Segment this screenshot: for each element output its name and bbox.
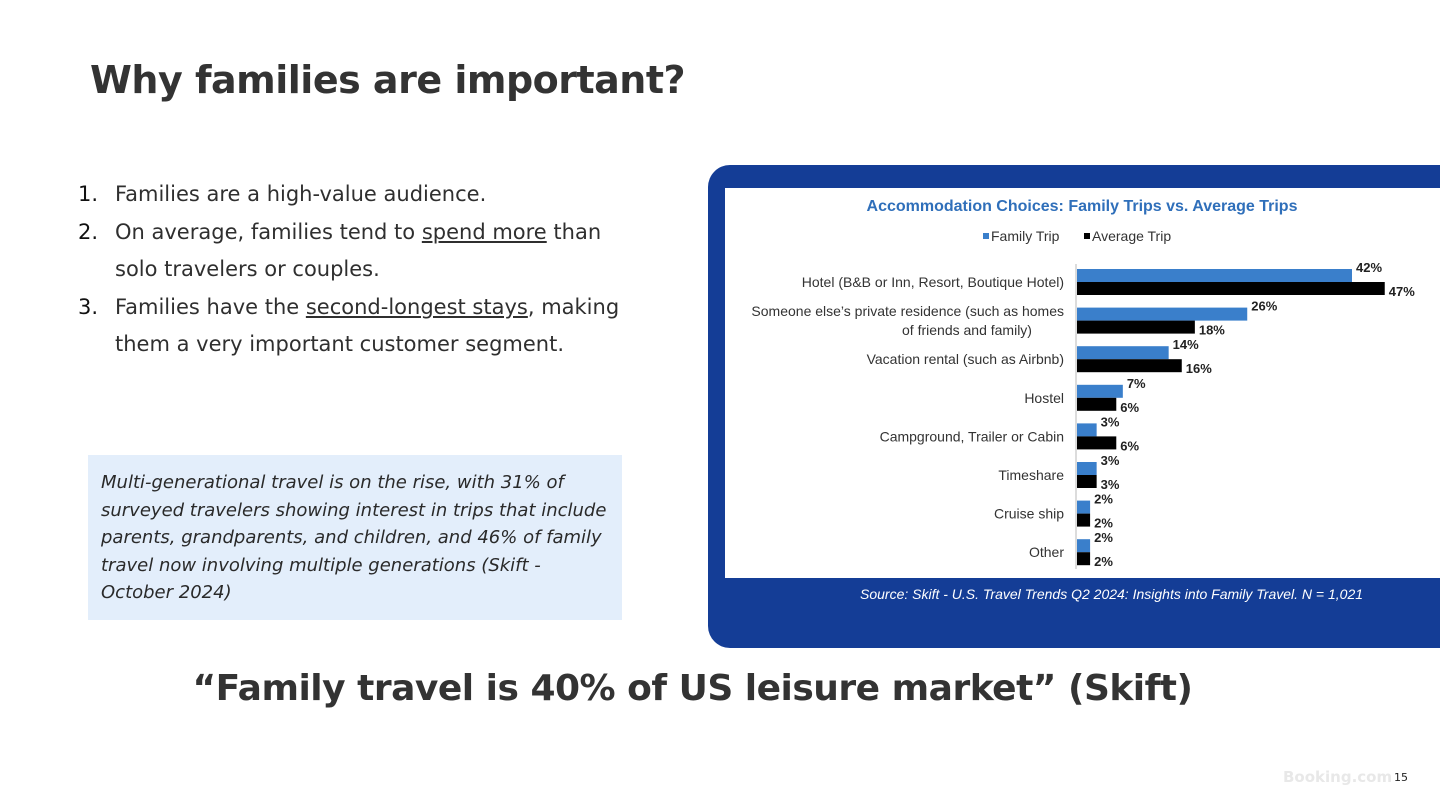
average-trip-value-label: 3% — [1101, 477, 1120, 492]
family-trip-value-label: 14% — [1173, 337, 1199, 352]
chart-container: Accommodation Choices: Family Trips vs. … — [725, 188, 1440, 578]
category-label: of friends and family) — [902, 322, 1032, 338]
key-point-number: 2. — [78, 219, 99, 244]
slide-title: Why families are important? — [90, 58, 686, 102]
average-trip-bar — [1077, 436, 1117, 450]
accommodation-chart: Accommodation Choices: Family Trips vs. … — [751, 198, 1415, 569]
family-trip-bar — [1077, 462, 1097, 475]
category-label: Vacation rental (such as Airbnb) — [867, 351, 1064, 367]
family-trip-bar — [1077, 423, 1097, 437]
family-trip-bar — [1077, 500, 1091, 514]
multigenerational-callout: Multi-generational travel is on the rise… — [88, 455, 622, 620]
average-trip-value-label: 16% — [1186, 361, 1212, 376]
family-trip-bar — [1077, 269, 1352, 282]
key-point-number: 1. — [78, 182, 99, 206]
headline-quote: “Family travel is 40% of US leisure mark… — [192, 668, 1193, 709]
family-trip-value-label: 42% — [1356, 260, 1382, 275]
key-point-text: than solo travelers or couples. — [115, 219, 602, 282]
average-trip-bar — [1077, 397, 1117, 411]
family-trip-value-label: 26% — [1251, 299, 1277, 314]
key-points-list: 1. Families are a high-value audience. 2. O… — [78, 176, 638, 364]
average-trip-value-label: 2% — [1094, 554, 1113, 569]
family-trip-value-label: 2% — [1094, 492, 1113, 507]
category-label: Hostel — [1024, 390, 1064, 406]
chart-title: Accommodation Choices: Family Trips vs. … — [867, 198, 1298, 215]
booking-logo: Booking.com — [1283, 768, 1393, 786]
key-point-text: Families are a high-value audience. — [115, 182, 487, 206]
average-trip-bar — [1077, 320, 1195, 334]
average-trip-bar — [1077, 552, 1091, 566]
callout-text: Multi-generational travel is on the rise… — [101, 472, 607, 603]
category-label: Cruise ship — [994, 506, 1064, 522]
category-label: Other — [1029, 544, 1064, 560]
category-label: Someone else’s private residence (such a… — [751, 303, 1064, 319]
family-trip-value-label: 7% — [1127, 376, 1146, 391]
family-trip-bar — [1077, 539, 1091, 553]
family-trip-value-label: 3% — [1101, 414, 1120, 429]
key-point-number: 3. — [78, 294, 99, 319]
page-number: 15 — [1394, 771, 1408, 784]
average-trip-bar — [1077, 513, 1091, 527]
average-trip-bar — [1077, 359, 1182, 373]
average-trip-value-label: 47% — [1389, 284, 1415, 299]
key-point-text: Families have the — [115, 294, 306, 319]
chart-source: Source: Skift - U.S. Travel Trends Q2 20… — [860, 586, 1364, 602]
key-point-item: 1. Families are a high-value audience. — [78, 176, 638, 214]
legend-label: Average Trip — [1092, 228, 1171, 244]
key-point-text: , making them a very important customer … — [115, 294, 620, 357]
category-label: Campground, Trailer or Cabin — [880, 428, 1064, 444]
legend-swatch — [983, 233, 989, 239]
average-trip-bar — [1077, 282, 1385, 295]
key-point-emphasis: second-longest stays — [305, 294, 528, 319]
key-point-item: 2. On average, families tend to spend mor… — [78, 214, 638, 289]
key-point-text: On average, families tend to — [115, 219, 422, 244]
average-trip-bar — [1077, 475, 1097, 488]
key-point-emphasis: spend more — [421, 219, 547, 244]
legend-label: Family Trip — [991, 228, 1060, 244]
legend-swatch — [1084, 233, 1090, 239]
key-point-item: 3. Families have the second-longest stays… — [78, 289, 638, 364]
category-label: Hotel (B&B or Inn, Resort, Boutique Hote… — [802, 274, 1064, 290]
average-trip-value-label: 6% — [1120, 438, 1139, 453]
family-trip-bar — [1077, 384, 1123, 398]
family-trip-value-label: 3% — [1101, 453, 1120, 468]
average-trip-value-label: 6% — [1120, 400, 1139, 415]
family-trip-bar — [1077, 346, 1169, 360]
family-trip-value-label: 2% — [1094, 530, 1113, 545]
category-label: Timeshare — [998, 467, 1064, 483]
family-trip-bar — [1077, 307, 1248, 321]
average-trip-value-label: 2% — [1094, 516, 1113, 531]
average-trip-value-label: 18% — [1199, 323, 1225, 338]
